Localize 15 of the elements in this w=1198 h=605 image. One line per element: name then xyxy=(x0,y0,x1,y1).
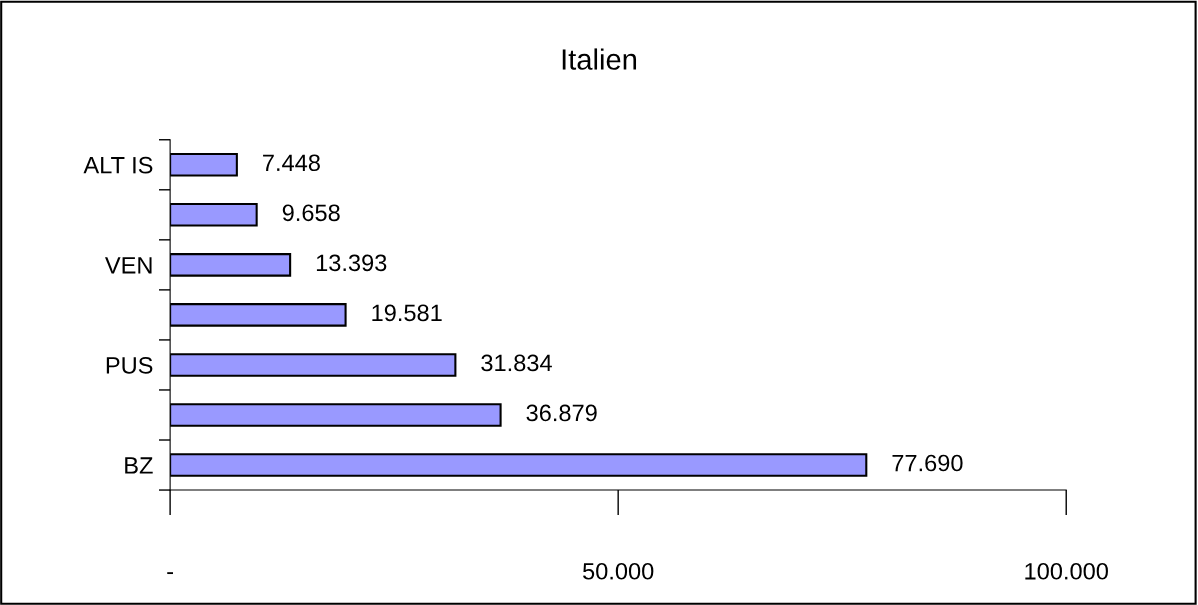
data-label: 36.879 xyxy=(526,404,597,422)
x-tick-label: - xyxy=(167,572,173,575)
x-tick-label: 50.000 xyxy=(583,562,654,580)
chart-title: Italien xyxy=(562,48,637,70)
data-label: 31.834 xyxy=(481,354,552,372)
data-label: 9.658 xyxy=(282,204,340,222)
y-tick-label: VEN xyxy=(105,257,152,274)
y-tick-label: ALT IS xyxy=(83,156,153,174)
y-tick-label: BZ xyxy=(125,457,153,474)
data-label: 7.448 xyxy=(263,154,320,172)
x-tick-label: 100.000 xyxy=(1025,562,1108,580)
data-label: 13.393 xyxy=(316,254,387,272)
data-label: 19.581 xyxy=(372,304,442,322)
data-label: 77.690 xyxy=(892,454,963,472)
y-tick-label: PUS xyxy=(106,357,153,374)
